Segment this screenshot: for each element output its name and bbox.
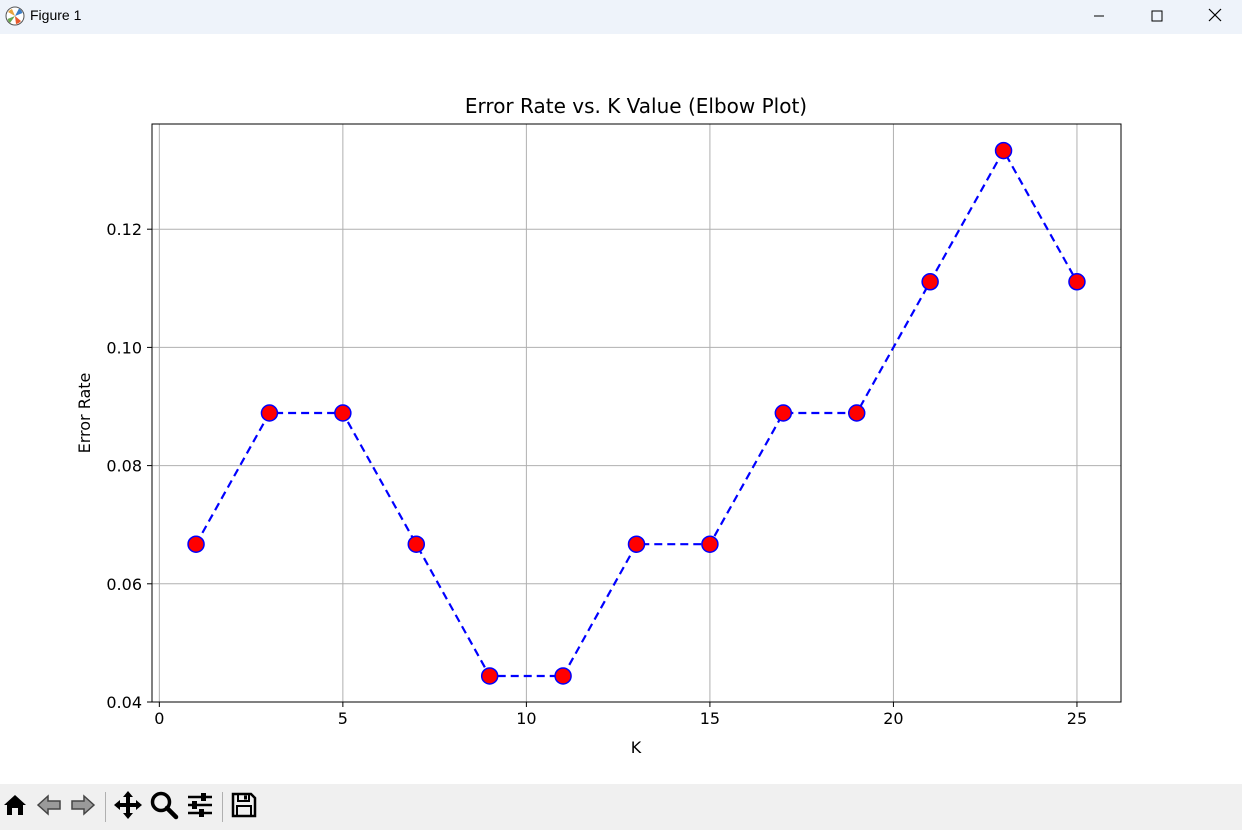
y-tick-label: 0.10 — [106, 338, 142, 357]
pan-icon — [113, 790, 143, 824]
x-tick-label: 10 — [516, 709, 536, 728]
navigation-toolbar — [0, 784, 1242, 830]
back-button[interactable] — [34, 792, 64, 822]
line-chart: Error Rate vs. K Value (Elbow Plot) 0 5 10… — [75, 94, 1122, 757]
figure-canvas[interactable]: Error Rate vs. K Value (Elbow Plot) 0 5 10… — [0, 34, 1242, 784]
data-point — [334, 404, 352, 422]
plot-frame — [151, 123, 1122, 703]
toolbar-separator — [222, 792, 223, 822]
data-point — [994, 141, 1013, 160]
y-tick-label: 0.04 — [106, 693, 142, 712]
home-button[interactable] — [0, 792, 30, 822]
data-point — [480, 667, 499, 685]
close-icon — [1208, 7, 1222, 26]
back-icon — [35, 791, 63, 823]
maximize-button[interactable] — [1128, 0, 1186, 32]
save-button[interactable] — [229, 792, 259, 822]
pan-button[interactable] — [113, 790, 143, 824]
configure-subplots-icon — [186, 791, 214, 823]
zoom-icon — [149, 790, 179, 824]
save-icon — [230, 791, 258, 823]
data-point — [554, 667, 572, 685]
data-point — [627, 535, 646, 553]
minimize-button[interactable] — [1070, 0, 1128, 32]
close-button[interactable] — [1186, 0, 1242, 32]
x-tick-label: 20 — [883, 709, 903, 728]
toolbar-separator — [105, 792, 106, 822]
forward-icon — [69, 791, 97, 823]
y-tick-label: 0.12 — [106, 220, 142, 239]
series-markers — [187, 141, 1086, 685]
axis-ticks: 0 5 10 15 20 25 0.04 0.06 0.08 0.10 0.12 — [106, 220, 1087, 728]
data-point — [1068, 273, 1086, 291]
data-point — [701, 535, 719, 553]
x-tick-label: 0 — [154, 709, 164, 728]
x-tick-label: 15 — [700, 709, 720, 728]
data-point — [187, 535, 205, 553]
window-title: Figure 1 — [30, 7, 82, 23]
minimize-icon — [1093, 7, 1105, 26]
y-tick-label: 0.06 — [106, 575, 142, 594]
y-axis-label: Error Rate — [75, 373, 94, 454]
y-tick-label: 0.08 — [106, 457, 142, 476]
chart-title: Error Rate vs. K Value (Elbow Plot) — [465, 94, 807, 118]
forward-button[interactable] — [68, 792, 98, 822]
data-point — [847, 404, 866, 422]
data-point — [774, 404, 793, 422]
data-point — [260, 404, 279, 422]
matplotlib-icon — [5, 6, 25, 26]
x-tick-label: 25 — [1067, 709, 1087, 728]
x-axis-label: K — [631, 738, 642, 757]
data-point — [921, 273, 939, 291]
x-tick-label: 5 — [338, 709, 348, 728]
data-point — [407, 535, 426, 553]
title-bar[interactable]: Figure 1 — [0, 0, 1242, 34]
home-icon — [1, 791, 29, 823]
configure-subplots-button[interactable] — [185, 792, 215, 822]
maximize-icon — [1151, 7, 1163, 26]
grid — [152, 124, 1121, 703]
zoom-button[interactable] — [149, 790, 179, 824]
